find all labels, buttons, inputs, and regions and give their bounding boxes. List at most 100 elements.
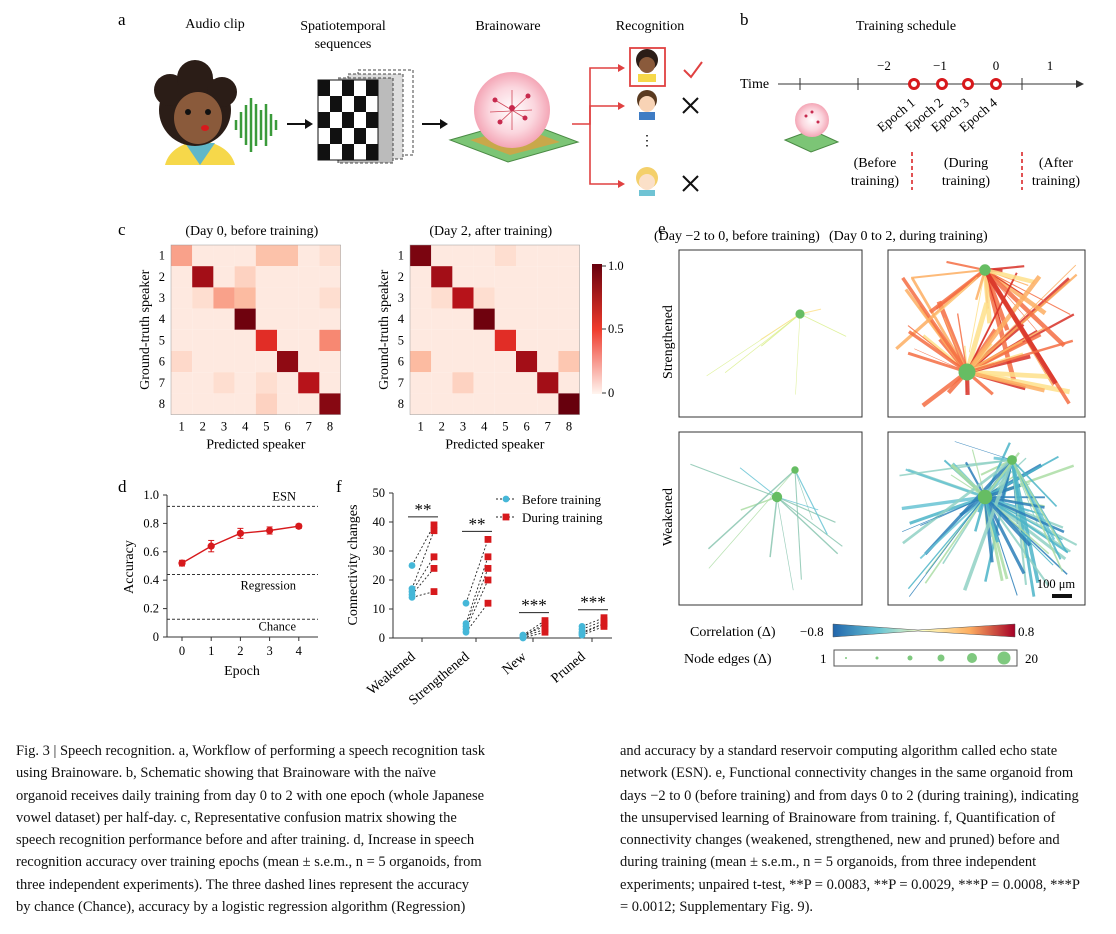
- network-edge: [984, 267, 1035, 285]
- heatmap-cell: [452, 393, 474, 415]
- heatmap-cell: [494, 393, 516, 415]
- significance-label: **: [469, 514, 486, 533]
- during-point: [430, 565, 438, 572]
- heatmap-cell: [298, 245, 320, 267]
- accuracy-point: [295, 522, 303, 530]
- network-edge: [971, 449, 986, 498]
- panel-label-f: f: [336, 477, 342, 496]
- during-point: [484, 536, 492, 543]
- heatmap-cell: [410, 393, 432, 415]
- y-tick-label: 5: [398, 333, 404, 347]
- network-edge: [928, 268, 987, 314]
- x-tick-label: 3: [460, 420, 466, 434]
- y-tick-label: 8: [398, 397, 404, 411]
- correlation-label: Correlation (Δ): [690, 625, 776, 640]
- connectivity-chart: 0 10 20 30 40 50 Connectivity changes Weakened *…: [346, 486, 612, 709]
- during-point: [484, 553, 492, 561]
- heatmap-cell: [277, 266, 299, 288]
- heatmap-cell: [410, 372, 432, 394]
- heatmap-cell: [431, 287, 453, 309]
- network-edge: [984, 496, 1050, 587]
- x-tick-label: 3: [221, 420, 227, 434]
- heatmap-cell: [537, 308, 559, 330]
- e-title-right: (Day 0 to 2, during training): [829, 229, 988, 244]
- heatmap-cell: [298, 287, 320, 309]
- heatmap-cell: [234, 393, 256, 415]
- heatmap-cell: [319, 351, 341, 373]
- heatmap-cell: [558, 372, 580, 394]
- during-point: [430, 588, 438, 595]
- y-axis-label: Ground-truth speaker: [138, 269, 153, 389]
- heatmap-cell: [452, 351, 474, 373]
- pair-line: [465, 539, 489, 604]
- heatmap-cell: [473, 393, 495, 415]
- brainoware-label: Brainoware: [475, 19, 540, 34]
- network-edges-strengthened-during: [895, 260, 1078, 408]
- y-tick-label: 20: [373, 573, 386, 587]
- heatmap-cell: [171, 287, 193, 309]
- network-edge: [907, 351, 968, 374]
- heatmap-cell: [192, 287, 214, 309]
- during-point: [484, 599, 492, 607]
- heatmap-cell: [234, 351, 256, 373]
- network-edge: [984, 495, 1045, 509]
- network-edge: [794, 469, 813, 521]
- figure: a Audio clip Spatiotemporal sequences Br…: [118, 10, 1086, 709]
- time-label: Time: [740, 77, 769, 92]
- node-size-markers: [845, 651, 1011, 665]
- heatmap-cell: [410, 266, 432, 288]
- heatmap-cell: [516, 351, 538, 373]
- heatmap-cell: [234, 372, 256, 394]
- heatmap-cell: [452, 372, 474, 394]
- e-row-weakened: Weakened: [661, 488, 676, 546]
- network-edge: [776, 496, 819, 511]
- y-tick-label: 30: [373, 544, 386, 558]
- pair-line: [411, 568, 435, 595]
- during-point: [430, 521, 438, 529]
- heatmap-cell: [255, 266, 277, 288]
- x-tick-label: 8: [566, 420, 572, 434]
- timeline-axis: [778, 78, 1084, 90]
- heatmap-cell: [255, 393, 277, 415]
- heatmap-cell: [558, 308, 580, 330]
- heatmap-cell: [431, 393, 453, 415]
- timeline-tick: 0: [993, 58, 1000, 73]
- x-tick-label: 4: [296, 644, 303, 658]
- colorbar-tick: 1.0: [608, 259, 624, 273]
- timeline-tick: 1: [1047, 58, 1054, 73]
- heatmap-cell: [473, 372, 495, 394]
- x-tick-label: 0: [179, 644, 185, 658]
- heatmap-cell: [213, 372, 235, 394]
- heatmap-cell: [452, 266, 474, 288]
- network-edges-strengthened-before: [706, 308, 847, 395]
- heatmap-cell: [319, 287, 341, 309]
- arrow-1: [287, 119, 313, 129]
- category-label: Pruned: [549, 650, 589, 687]
- network-edge: [954, 441, 1013, 461]
- during-training-label: (During: [944, 156, 988, 171]
- training-schedule-title: Training schedule: [856, 19, 956, 34]
- heatmap-cell: [410, 287, 432, 309]
- check-icon: [683, 61, 703, 79]
- heatmap-cell: [558, 329, 580, 351]
- heatmap-cell: [213, 351, 235, 373]
- network-edge: [902, 496, 986, 533]
- panel-label-a: a: [118, 10, 126, 29]
- heatmap-cell: [537, 266, 559, 288]
- during-point: [484, 576, 492, 584]
- network-edge: [905, 468, 986, 498]
- x-tick-label: 3: [266, 644, 272, 658]
- heatmap-cell: [494, 372, 516, 394]
- heatmap-cell: [298, 393, 320, 415]
- cross-icon: [682, 175, 699, 192]
- accuracy-chart: 0 0.2 0.4 0.6 0.8 1.0 0 1 2 3 4 Epoch Accuracy ESN Reg…: [122, 488, 318, 679]
- x-tick-label: 6: [284, 420, 290, 434]
- heatmap-cell: [516, 266, 538, 288]
- heatmap-cell: [473, 351, 495, 373]
- timeline-tick: −1: [933, 58, 947, 73]
- before-point: [408, 562, 416, 569]
- network-edge: [982, 268, 1058, 385]
- network-edge: [901, 276, 969, 373]
- legend-label-before: Before training: [522, 492, 602, 507]
- network-node: [771, 491, 783, 503]
